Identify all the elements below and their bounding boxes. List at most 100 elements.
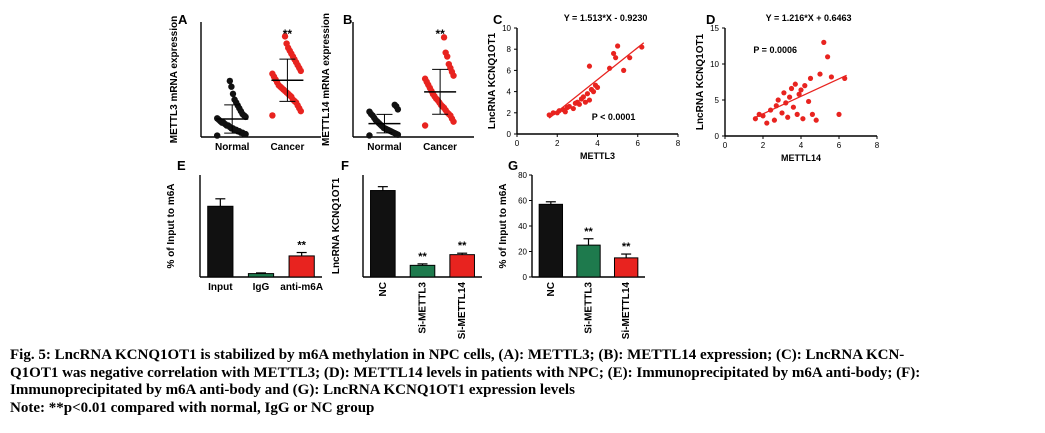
panel-d-point [790,104,797,110]
panel-c-point [639,44,645,50]
panel-a-tick-label: Cancer [270,142,304,153]
panel-f-bar [409,264,436,278]
panel-c-equation: Y = 1.513*X - 0.9230 [564,13,648,23]
panel-c-point [586,97,593,103]
panel-c-point [576,101,582,107]
panel-e-significance: ** [297,240,306,252]
panel-label-a: A [178,12,188,27]
panel-c-point [582,99,589,105]
panel-g-tick-label: Si-METTL14 [621,282,632,340]
panel-g-ylabel: % of Input to m6A [498,184,509,269]
panel-c-point [606,65,613,71]
panel-g-y-tick-label: 20 [518,248,527,257]
panel-c-x-tick-label: 2 [555,139,560,148]
panel-g-y-tick-label: 40 [518,222,527,231]
panel-d-point [771,117,778,123]
panel-c-point [584,91,591,97]
panel-d-x-tick-label: 2 [761,141,766,150]
panel-a-significance: ** [283,27,293,41]
panel-a-point [231,96,238,103]
panel-a-point [269,70,276,77]
panel-d-x-tick-label: 8 [875,141,880,150]
panel-c-point [580,94,587,100]
panel-g-y-tick-label: 0 [523,273,528,282]
panel-d-ylabel: LncRNA KCNQ1OT1 [695,33,706,130]
panel-a-point [226,77,234,85]
panel-d-point [806,98,812,105]
panel-label-d: D [706,12,715,27]
panel-c-point [562,109,568,115]
panel-c-point [594,84,601,90]
panel-d-point [764,120,770,126]
panel-d-point [817,71,823,77]
panel-c-xlabel: METTL3 [580,151,615,161]
panel-e-tick-label: IgG [253,282,270,293]
panel-c-point [546,112,552,118]
panel-d-point [775,97,781,103]
panel-label-c: C [493,12,503,27]
panel-label-e: E [177,158,186,173]
panel-d-point [800,116,806,122]
caption-note: Note: **p<0.01 compared with normal, IgG… [10,399,375,416]
panel-g-significance: ** [622,241,631,253]
panel-label-b: B [343,12,352,27]
panel-f-ylabel: LncRNA KCNQ1OT1 [331,177,342,274]
panel-d-y-tick-label: 15 [710,24,719,33]
panel-d-y-tick-label: 10 [710,60,719,69]
panel-f-tick-label: Si-METTL14 [457,282,468,340]
panel-c-x-tick-label: 0 [515,139,520,148]
panel-g-tick-label: NC [546,282,557,296]
panel-d-x-tick-label: 4 [799,141,804,150]
panel-d-point [842,75,848,81]
panel-a-point [269,112,276,119]
panel-c-ylabel: LncRNA KCNQ1OT1 [487,32,498,129]
panel-b-tick-label: Cancer [423,142,457,153]
panel-e-bar [207,205,234,278]
panel-d-xlabel: METTL14 [781,153,821,163]
panel-d-y-tick-label: 0 [715,132,720,141]
panel-c-y-tick-label: 4 [507,88,512,97]
panel-c-p-value: P < 0.0001 [592,112,636,122]
panel-c-point [566,103,572,110]
panel-g-y-tick-label: 60 [518,197,527,206]
panel-a-point [283,40,290,47]
panel-a-point [228,83,235,90]
panel-c-y-tick-label: 0 [507,130,512,139]
panel-e-bar [288,255,315,278]
panel-b-tick-label: Normal [367,142,402,153]
caption-line-2: Q1OT1 was negative correlation with METT… [10,364,921,381]
panel-d-point [773,103,779,109]
panel-e-bar [247,273,275,278]
panel-e-ylabel: % of Input to m6A [166,184,177,269]
panel-d-point [787,94,793,100]
panel-d-equation: Y = 1.216*X + 0.6463 [766,13,852,23]
panel-c-point [627,55,633,61]
panel-f-significance: ** [418,251,427,263]
panel-c-y-tick-label: 10 [502,24,511,33]
panel-d-x-tick-label: 0 [723,141,728,150]
panel-d-point [768,107,774,113]
panel-f-bar [370,190,396,278]
panel-a-point [281,33,289,40]
panel-g-y-tick-label: 80 [518,171,527,180]
panel-e-tick-label: Input [208,282,233,293]
panel-e-tick-label: anti-m6A [280,282,323,293]
panel-g-bar [613,257,639,278]
panel-b-point [366,108,373,115]
panel-b-point [445,60,453,68]
panel-d-point [783,100,789,106]
panel-c-x-tick-label: 8 [676,139,681,148]
panel-b-point [421,75,429,82]
caption-line-3: Immunoprecipitated by m6A anti-body and … [10,382,575,398]
panel-d-point [825,54,831,60]
panel-d-point [760,113,766,119]
panel-d-point [807,75,814,81]
panel-d-point [785,114,791,120]
panel-label-g: G [508,158,518,173]
panel-d-point [836,111,842,117]
panel-c-x-tick-label: 6 [636,139,641,148]
panel-g-bar [538,203,564,278]
panel-d-y-tick-label: 5 [715,96,720,105]
panel-a-point [229,90,237,98]
